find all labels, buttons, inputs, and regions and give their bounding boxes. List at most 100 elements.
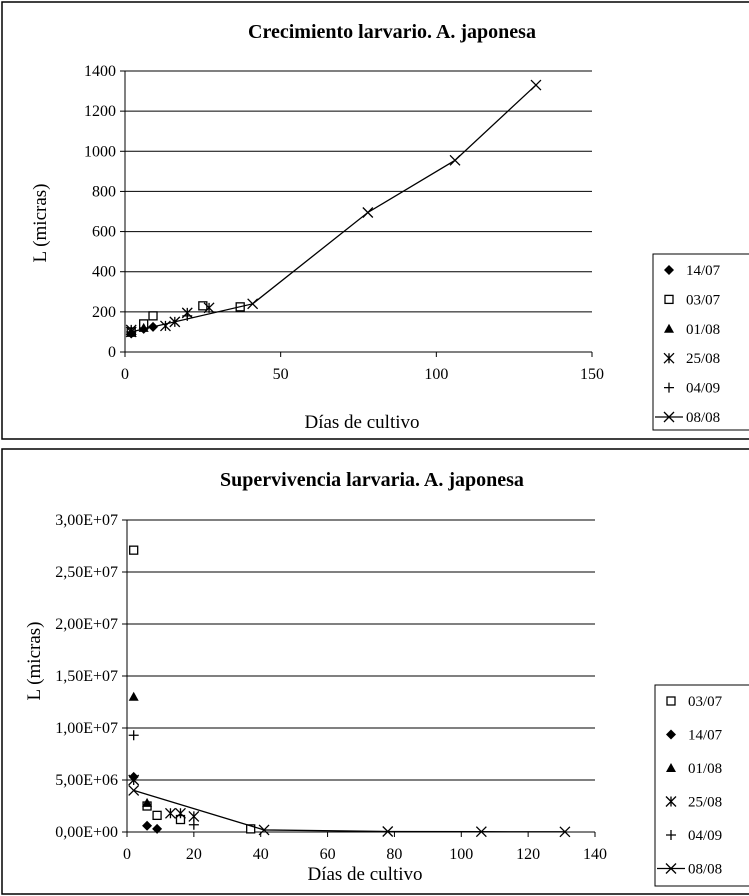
- legend-marker: [664, 323, 674, 333]
- legend-marker: [665, 863, 677, 874]
- x-tick-label: 100: [449, 846, 473, 863]
- y-tick-label: 2,50E+07: [55, 564, 118, 581]
- data-point: [559, 826, 571, 838]
- data-point: [129, 545, 139, 555]
- x-tick-label: 100: [424, 366, 448, 383]
- y-tick-label: 1,00E+07: [55, 720, 118, 737]
- legend-marker: [663, 352, 675, 364]
- legend-entry: 25/08: [663, 351, 720, 367]
- y-tick-label: 3,00E+07: [55, 512, 118, 529]
- data-point: [152, 810, 162, 821]
- data-point: [125, 326, 137, 338]
- legend-marker: [666, 830, 676, 840]
- chart-title: Supervivencia larvaria. A. japonesa: [220, 469, 524, 491]
- data-point: [362, 207, 374, 218]
- x-axis-label: Días de cultivo: [304, 412, 419, 433]
- y-axis-label: L (micras): [24, 622, 45, 701]
- series-08-08: [125, 79, 542, 338]
- data-point: [148, 311, 158, 321]
- legend-marker: [664, 382, 674, 393]
- data-point: [247, 298, 259, 310]
- legend-entry: 04/09: [664, 381, 720, 397]
- legend-label: 25/08: [686, 351, 720, 367]
- legend-entry: 08/08: [655, 410, 720, 426]
- x-tick-label: 50: [273, 366, 289, 383]
- legend: 14/07 03/07 01/08 25/08 04/09 08/08: [652, 253, 749, 431]
- y-tick-label: 0: [108, 344, 116, 361]
- legend: 03/07 14/07 01/08 25/08 04/09 08/08: [654, 684, 749, 887]
- legend-label: 03/07: [688, 694, 723, 710]
- y-tick-label: 1200: [84, 103, 116, 120]
- data-point: [382, 826, 394, 837]
- legend-label: 04/09: [688, 828, 722, 844]
- y-tick-label: 400: [92, 264, 116, 281]
- data-point: [128, 774, 140, 786]
- legend-entry: 03/07: [664, 292, 721, 308]
- y-tick-label: 1,50E+07: [55, 668, 118, 685]
- y-tick-label: 2,00E+07: [55, 616, 118, 633]
- legend-entry: 08/08: [657, 862, 722, 878]
- series-25-08: [128, 774, 200, 822]
- x-tick-label: 40: [253, 846, 269, 863]
- x-tick-label: 0: [121, 366, 129, 383]
- growth-chart: Crecimiento larvario. A. japonesa 0 50 100…: [1, 1, 749, 440]
- data-point: [203, 302, 215, 314]
- legend-marker: [663, 411, 675, 423]
- legend-label: 25/08: [688, 795, 722, 811]
- data-point: [449, 154, 461, 166]
- y-tick-label: 5,00E+06: [55, 772, 118, 789]
- data-point: [475, 826, 487, 838]
- series-01-08: [128, 691, 153, 807]
- data-point: [142, 797, 153, 807]
- data-point: [152, 823, 163, 834]
- data-point: [128, 730, 139, 741]
- series-04-09: [128, 730, 199, 830]
- legend-entry: 01/08: [666, 761, 722, 777]
- legend-marker: [665, 796, 677, 807]
- legend-marker: [664, 294, 674, 305]
- legend-label: 08/08: [688, 862, 722, 878]
- x-tick-label: 60: [320, 846, 336, 863]
- legend-label: 01/08: [688, 761, 722, 777]
- legend-marker: [666, 763, 676, 772]
- legend-label: 03/07: [686, 292, 721, 308]
- survival-chart: Supervivencia larvaria. A. japonesa 0 20 4…: [1, 448, 749, 895]
- legend-label: 08/08: [686, 410, 720, 426]
- legend-marker: [666, 729, 676, 740]
- data-point: [188, 819, 199, 830]
- legend-label: 14/07: [688, 728, 723, 744]
- legend-label: 04/09: [686, 381, 720, 397]
- legend-label: 01/08: [686, 322, 720, 338]
- legend-entry: 04/09: [666, 828, 722, 844]
- legend-marker: [664, 265, 674, 275]
- legend-entry: 25/08: [665, 795, 722, 811]
- data-point: [164, 807, 176, 819]
- data-point: [246, 824, 256, 834]
- x-tick-label: 20: [186, 846, 202, 863]
- x-tick-label: 150: [580, 366, 604, 383]
- legend-label: 14/07: [686, 263, 721, 279]
- y-tick-label: 0,00E+00: [55, 824, 118, 841]
- legend-entry: 01/08: [664, 322, 720, 338]
- legend-entry: 14/07: [666, 728, 723, 744]
- x-tick-label: 120: [516, 846, 540, 863]
- legend-marker: [666, 696, 676, 706]
- x-axis-label: Días de cultivo: [307, 864, 422, 885]
- y-tick-label: 600: [92, 224, 116, 241]
- data-point: [198, 301, 208, 311]
- x-tick-label: 80: [386, 846, 402, 863]
- y-tick-label: 800: [92, 183, 116, 200]
- x-tick-label: 0: [123, 846, 131, 863]
- data-point: [530, 79, 542, 91]
- data-point: [258, 824, 270, 836]
- data-point: [175, 807, 186, 819]
- x-tick-label: 140: [583, 846, 607, 863]
- series-08-08: [128, 784, 571, 838]
- data-point: [128, 691, 139, 701]
- legend-entry: 03/07: [666, 694, 723, 710]
- data-point: [128, 784, 140, 796]
- y-tick-label: 200: [92, 304, 116, 321]
- y-axis-label: L (micras): [30, 184, 51, 263]
- legend-entry: 14/07: [664, 263, 721, 279]
- chart-title: Crecimiento larvario. A. japonesa: [248, 21, 536, 43]
